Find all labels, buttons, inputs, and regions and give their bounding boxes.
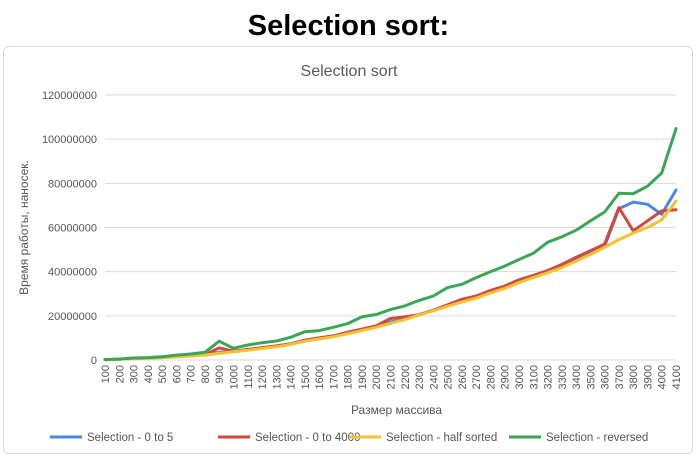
x-tick-label: 2700 — [471, 365, 483, 389]
x-tick-label: 3900 — [642, 365, 654, 389]
x-tick-label: 4100 — [671, 365, 683, 389]
legend-label-4: Selection - reversed — [546, 432, 648, 444]
x-tick-label: 1000 — [228, 365, 240, 389]
x-axis-title: Размер массива — [351, 403, 442, 417]
x-tick-label: 1800 — [343, 365, 355, 389]
series-line-1 — [103, 188, 678, 362]
x-tick-label: 3400 — [571, 365, 583, 389]
page-heading: Selection sort: — [247, 10, 450, 42]
chart-title: Selection sort — [301, 63, 398, 80]
x-tick-label: 2100 — [386, 365, 398, 389]
x-tick-label: 1700 — [328, 365, 340, 389]
y-tick-label: 40000000 — [48, 267, 97, 279]
series-line-2 — [103, 206, 678, 362]
x-tick-label: 1500 — [300, 365, 312, 389]
x-tick-label: 400 — [143, 365, 155, 383]
legend-label-3: Selection - half sorted — [386, 432, 497, 444]
y-tick-label: 120000000 — [42, 90, 97, 102]
x-tick-label: 1100 — [243, 365, 255, 389]
x-tick-label: 800 — [200, 365, 212, 383]
y-tick-label: 100000000 — [42, 134, 97, 146]
x-tick-label: 500 — [157, 365, 169, 383]
series-line-3 — [103, 199, 678, 362]
x-tick-label: 900 — [214, 365, 226, 383]
y-tick-label: 60000000 — [48, 223, 97, 235]
x-tick-label: 2300 — [414, 365, 426, 389]
x-tick-label: 2600 — [457, 365, 469, 389]
x-tick-label: 3800 — [628, 365, 640, 389]
x-tick-label: 1200 — [257, 365, 269, 389]
x-tick-label: 3000 — [514, 365, 526, 389]
x-tick-label: 2500 — [443, 365, 455, 389]
series-line-4 — [103, 127, 678, 362]
y-tick-label: 20000000 — [48, 311, 97, 323]
x-tick-label: 100 — [100, 365, 112, 383]
x-tick-label: 2900 — [500, 365, 512, 389]
legend-label-2: Selection - 0 to 4000 — [255, 432, 361, 444]
x-tick-label: 4000 — [657, 365, 669, 389]
x-tick-label: 3100 — [528, 365, 540, 389]
y-tick-label: 80000000 — [48, 178, 97, 190]
x-tick-label: 600 — [171, 365, 183, 383]
x-tick-label: 300 — [129, 365, 141, 383]
legend-label-1: Selection - 0 to 5 — [87, 432, 173, 444]
x-tick-label: 700 — [186, 365, 198, 383]
x-tick-label: 3700 — [614, 365, 626, 389]
y-tick-label: 0 — [91, 355, 97, 367]
x-tick-label: 1300 — [271, 365, 283, 389]
x-tick-label: 1600 — [314, 365, 326, 389]
chart-frame: Selection sort 0 20000000 40000000 60000000 8… — [3, 46, 693, 454]
x-tick-label: 1400 — [286, 365, 298, 389]
x-tick-label: 3600 — [600, 365, 612, 389]
line-chart: Selection sort 0 20000000 40000000 60000000 8… — [17, 63, 683, 444]
y-axis-title: Время работы, наносек. — [17, 160, 31, 295]
x-tick-label: 1900 — [357, 365, 369, 389]
x-tick-label: 3200 — [543, 365, 555, 389]
x-tick-label: 2200 — [400, 365, 412, 389]
x-tick-label: 3300 — [557, 365, 569, 389]
x-tick-label: 3500 — [585, 365, 597, 389]
x-tick-label: 2800 — [485, 365, 497, 389]
x-tick-label: 2000 — [371, 365, 383, 389]
x-tick-label: 2400 — [428, 365, 440, 389]
x-tick-label: 200 — [114, 365, 126, 383]
